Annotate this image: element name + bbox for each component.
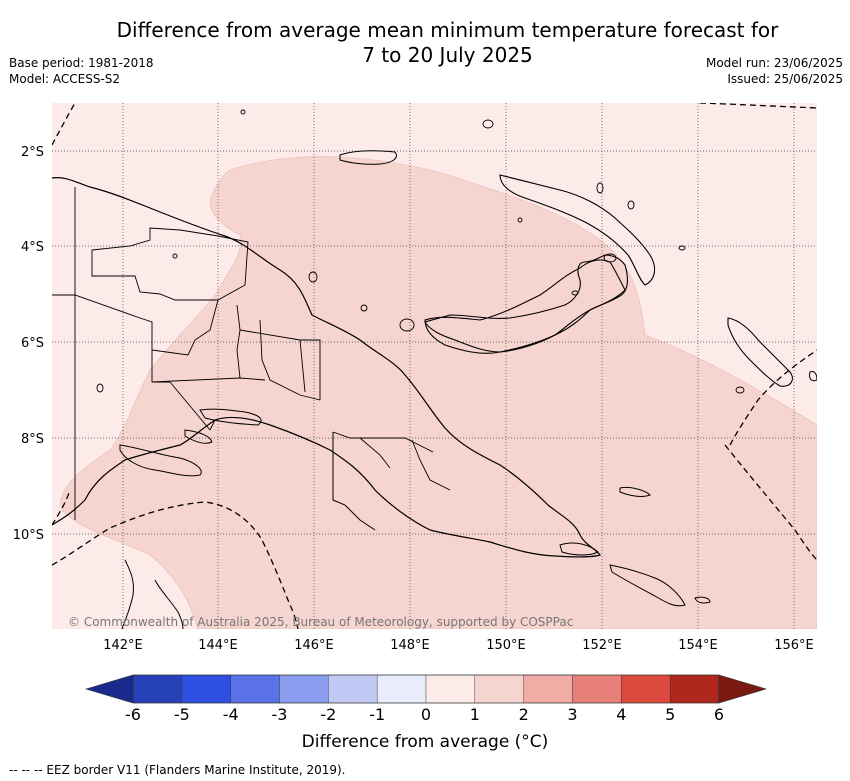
model-run-text: Model run: 23/06/2025 (705, 56, 843, 70)
meta-right: Model run: 23/06/2025 Issued: 25/06/2025 (706, 55, 843, 87)
lat-label: 8°S (21, 432, 44, 447)
cape-york-coastline (121, 559, 184, 629)
colorbar-tick-label: -1 (369, 705, 385, 724)
lon-label: 146°E (294, 638, 334, 653)
north-coast-east (424, 259, 626, 354)
colorbar-cell (425, 674, 476, 704)
colorbar-arrow-right (718, 674, 768, 704)
colorbar-tick-label: -3 (272, 705, 288, 724)
colorbar-cells (132, 674, 720, 704)
copyright-text: © Commonwealth of Australia 2025, Bureau… (68, 615, 573, 629)
lat-label: 4°S (21, 240, 44, 255)
graticule (52, 103, 817, 629)
colorbar-tick-label: 2 (519, 705, 529, 724)
new-britain-island (424, 254, 628, 353)
bougainville-island (727, 317, 793, 387)
lon-label: 144°E (198, 638, 238, 653)
colorbar-tick-label: -4 (223, 705, 239, 724)
lon-label: 150°E (486, 638, 526, 653)
colorbar-tick-label: -5 (174, 705, 190, 724)
lat-label: 10°S (13, 528, 44, 543)
south-coast-islands (119, 408, 262, 477)
colorbar-cell (572, 674, 622, 704)
eez-legend-footer: -- -- -- EEZ border V11 (Flanders Marine… (9, 763, 346, 777)
province-borders (52, 187, 451, 520)
colorbar-tick-label: 5 (665, 705, 675, 724)
png-indonesia-border (332, 432, 376, 531)
base-period-text: Base period: 1981-2018 (9, 56, 154, 70)
anomaly-region-1-2 (60, 156, 817, 629)
lon-label: 154°E (678, 638, 718, 653)
colorbar-cell (328, 674, 378, 704)
meta-left: Base period: 1981-2018 Model: ACCESS-S2 (9, 55, 154, 87)
lon-label: 152°E (582, 638, 622, 653)
title-line-1: Difference from average mean minimum tem… (116, 18, 779, 42)
eez-borders (52, 103, 817, 629)
lat-label: 2°S (21, 145, 44, 160)
colorbar-tick-label: -6 (125, 705, 141, 724)
colorbar-tick-labels: -6 -5 -4 -3 -2 -1 0 1 2 3 4 5 6 (125, 705, 724, 724)
model-text: Model: ACCESS-S2 (9, 72, 121, 86)
issued-text: Issued: 25/06/2025 (727, 72, 843, 86)
colorbar-cell (669, 674, 720, 704)
colorbar-arrow-left (84, 674, 134, 704)
colorbar-tick-label: 3 (567, 705, 577, 724)
colorbar-cell (132, 674, 183, 704)
title-line-2: 7 to 20 July 2025 (362, 43, 533, 67)
lon-label: 148°E (390, 638, 430, 653)
colorbar-cell (230, 674, 280, 704)
colorbar-tick-label: 0 (421, 705, 431, 724)
solomon-island (809, 371, 817, 382)
colorbar-tick-label: 4 (616, 705, 626, 724)
lat-label: 6°S (21, 336, 44, 351)
colorbar-tick-label: -2 (320, 705, 336, 724)
lon-label: 142°E (103, 638, 143, 653)
colorbar-label: Difference from average (°C) (301, 732, 549, 752)
manus-island (339, 150, 397, 165)
colorbar-tick-label: 6 (714, 705, 724, 724)
colorbar-cell (621, 674, 671, 704)
map-title: Difference from average mean minimum tem… (0, 18, 850, 68)
colorbar-cell (474, 674, 524, 704)
colorbar-cell (376, 674, 427, 704)
colorbar (84, 674, 768, 704)
small-islands (96, 109, 745, 394)
colorbar-cell (181, 674, 231, 704)
lon-label: 156°E (774, 638, 814, 653)
new-ireland-island (499, 174, 656, 286)
colorbar-cell (523, 674, 573, 704)
latitude-labels: 2°S 4°S 6°S 8°S 10°S (13, 145, 44, 543)
longitude-labels: 142°E 144°E 146°E 148°E 150°E 152°E 154°… (103, 638, 814, 653)
map-frame: © Commonwealth of Australia 2025, Bureau… (52, 103, 817, 629)
d-entrecasteaux-islands (559, 487, 711, 607)
colorbar-cell (279, 674, 329, 704)
colorbar-tick-label: 1 (470, 705, 480, 724)
